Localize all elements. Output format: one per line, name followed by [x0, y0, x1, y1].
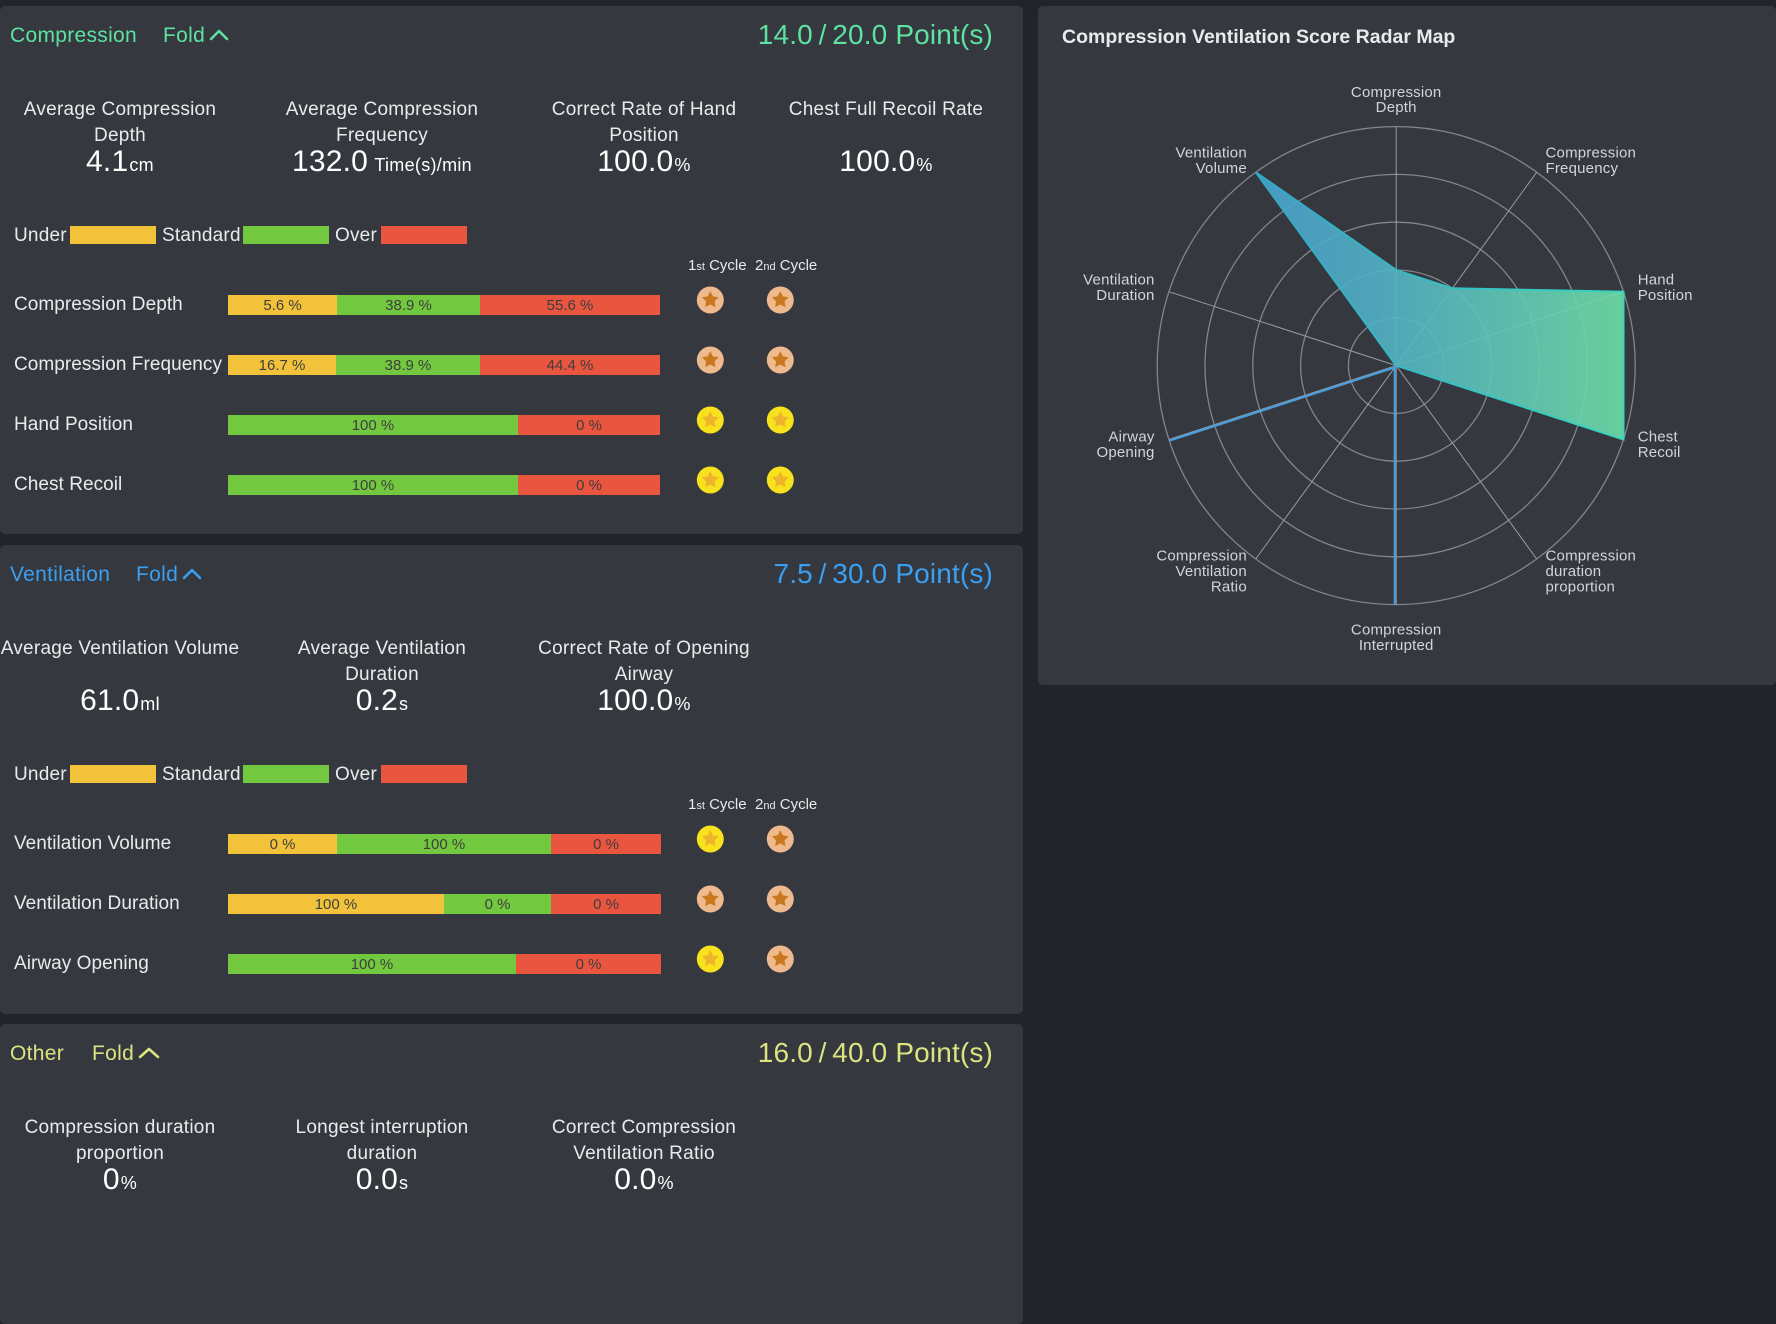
svg-text:Compression: Compression	[1351, 621, 1442, 638]
svg-text:Ventilation: Ventilation	[1175, 145, 1246, 162]
svg-text:Compression: Compression	[1156, 548, 1247, 565]
svg-text:Ventilation: Ventilation	[1175, 563, 1246, 580]
svg-text:proportion: proportion	[1546, 579, 1616, 596]
svg-text:Position: Position	[1638, 287, 1693, 304]
svg-text:Opening: Opening	[1096, 444, 1154, 461]
svg-text:duration: duration	[1546, 563, 1602, 580]
svg-text:Chest: Chest	[1638, 429, 1679, 446]
svg-text:Duration: Duration	[1096, 287, 1154, 304]
svg-text:Ratio: Ratio	[1211, 579, 1247, 596]
svg-text:Compression: Compression	[1546, 145, 1637, 162]
svg-text:Hand: Hand	[1638, 272, 1675, 289]
svg-text:Ventilation: Ventilation	[1083, 272, 1154, 289]
svg-text:Airway: Airway	[1108, 429, 1155, 446]
svg-text:Recoil: Recoil	[1638, 444, 1681, 461]
svg-text:Volume: Volume	[1196, 160, 1247, 177]
svg-text:Frequency: Frequency	[1546, 160, 1619, 177]
svg-text:Interrupted: Interrupted	[1359, 637, 1434, 654]
svg-text:Compression: Compression	[1351, 84, 1442, 101]
svg-text:Compression: Compression	[1546, 548, 1637, 565]
svg-text:Depth: Depth	[1376, 99, 1417, 116]
